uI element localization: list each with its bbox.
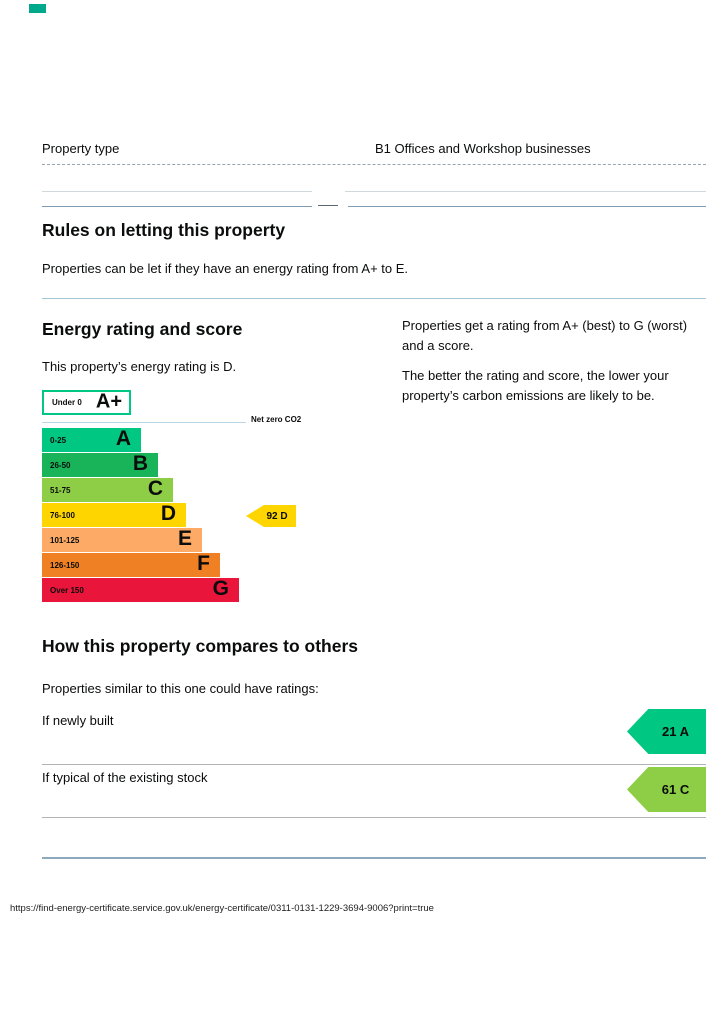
band-b: 26-50 B — [42, 452, 158, 477]
band-range-label: 26-50 — [50, 460, 71, 470]
band-range-label: 0-25 — [50, 435, 67, 445]
current-rating-text: This property’s energy rating is D. — [42, 359, 237, 374]
rating-heading: Energy rating and score — [42, 319, 243, 339]
compare-row-existing-stock: If typical of the existing stock 61 C — [42, 765, 706, 818]
section-divider — [42, 298, 706, 299]
page-content: Property type B1 Offices and Workshop bu… — [42, 0, 706, 859]
rating-left-column: Energy rating and score This property’s … — [42, 316, 364, 603]
redacted-dash — [318, 205, 338, 206]
band-d: 76-100 D — [42, 502, 186, 527]
band-e: 101-125 E — [42, 527, 202, 552]
band-range-label: 76-100 — [50, 510, 75, 520]
band-range-label: 126-150 — [50, 560, 80, 570]
redacted-details-rows — [42, 165, 706, 220]
redacted-line — [42, 206, 312, 207]
rules-heading: Rules on letting this property — [42, 220, 286, 240]
band-f: 126-150 F — [42, 552, 220, 577]
redacted-line — [42, 191, 312, 192]
property-type-value: B1 Offices and Workshop businesses — [375, 141, 591, 156]
band-letter: C — [147, 477, 163, 501]
redacted-line — [345, 191, 706, 192]
band-a-plus: Under 0 A+ — [42, 390, 131, 415]
rating-info-1: Properties get a rating from A+ (best) t… — [402, 318, 688, 353]
compare-row-label: If newly built — [42, 713, 114, 728]
epc-rating-chart: Under 0 A+ Net zero CO2 0-25 A 26-50 B — [42, 390, 364, 603]
redacted-line — [348, 206, 706, 207]
band-c: 51-75 C — [42, 477, 173, 502]
energy-rating-section: Energy rating and score This property’s … — [42, 316, 706, 603]
net-zero-label: Net zero CO2 — [251, 415, 302, 424]
band-range-label: 101-125 — [50, 535, 80, 545]
compare-row-newly-built: If newly built 21 A — [42, 698, 706, 765]
net-zero-line — [42, 422, 246, 423]
rules-body: Properties can be let if they have an en… — [42, 261, 409, 276]
bottom-divider — [42, 857, 706, 859]
rating-right-column: Properties get a rating from A+ (best) t… — [402, 316, 706, 603]
band-letter: D — [160, 502, 176, 526]
band-range-label: 51-75 — [50, 485, 71, 495]
rating-info-2: The better the rating and score, the low… — [402, 368, 669, 403]
band-letter: G — [212, 577, 229, 601]
band-range-label: Under 0 — [52, 398, 82, 407]
band-letter: E — [177, 527, 192, 551]
property-type-label: Property type — [42, 141, 120, 156]
current-rating-marker: 92 D — [246, 505, 296, 527]
page-corner-mark — [29, 4, 46, 13]
band-letter: F — [197, 552, 210, 576]
band-g: Over 150 G — [42, 577, 239, 602]
print-footer-url: https://find-energy-certificate.service.… — [10, 903, 434, 914]
property-details-row: Property type B1 Offices and Workshop bu… — [42, 139, 706, 165]
rating-bands: 0-25 A 26-50 B 51-75 C 76-100 — [42, 427, 239, 603]
compare-heading: How this property compares to others — [42, 636, 359, 656]
compare-row-label: If typical of the existing stock — [42, 770, 208, 785]
band-letter: B — [132, 452, 148, 476]
band-a: 0-25 A — [42, 427, 141, 452]
band-range-label: Over 150 — [50, 585, 84, 595]
band-letter: A — [115, 427, 131, 451]
compare-intro: Properties similar to this one could hav… — [42, 681, 319, 696]
band-letter: A+ — [95, 390, 122, 413]
